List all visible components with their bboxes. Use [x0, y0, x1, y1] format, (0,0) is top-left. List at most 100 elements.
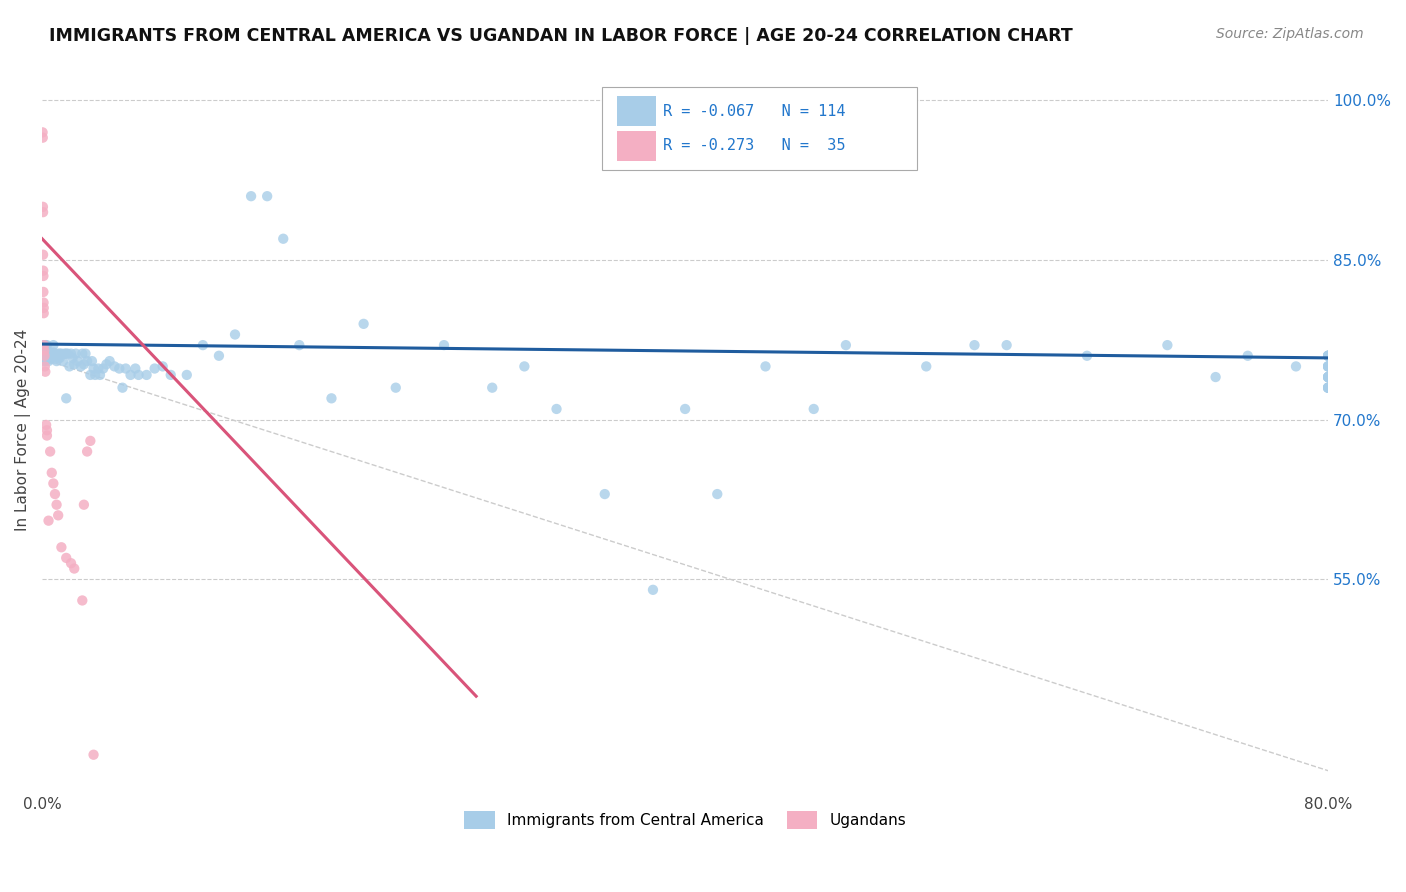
Point [1236, 349, 1258, 363]
Point [56, 346, 79, 360]
Point [34, 346, 56, 360]
Point [1285, 359, 1308, 374]
Point [34, 338, 56, 352]
Point [42, 338, 65, 352]
Point [32, 306, 55, 320]
Point [1317, 370, 1340, 384]
Point [75, 346, 97, 360]
Point [159, 368, 181, 382]
Point [1205, 370, 1227, 384]
Text: R = -0.067   N = 114: R = -0.067 N = 114 [664, 103, 846, 119]
Point [32, 285, 55, 299]
Point [641, 582, 664, 597]
Point [53, 346, 76, 360]
Point [46, 351, 69, 365]
Point [114, 361, 136, 376]
Point [1317, 381, 1340, 395]
Point [34, 365, 56, 379]
Point [152, 359, 174, 374]
Point [32, 205, 55, 219]
Point [62, 351, 84, 365]
Y-axis label: In Labor Force | Age 20-24: In Labor Force | Age 20-24 [15, 329, 31, 532]
Point [1317, 359, 1340, 374]
Point [433, 338, 456, 352]
Point [271, 232, 294, 246]
Point [321, 392, 343, 406]
Point [84, 368, 107, 382]
Point [31, 125, 53, 139]
Point [60, 346, 83, 360]
Point [44, 346, 66, 360]
Point [706, 487, 728, 501]
Point [96, 357, 118, 371]
Point [754, 359, 776, 374]
Point [128, 368, 150, 382]
Point [63, 561, 86, 575]
Point [32, 200, 55, 214]
Point [1076, 349, 1098, 363]
Point [39, 345, 62, 359]
Point [143, 361, 166, 376]
Point [32, 248, 55, 262]
Point [42, 345, 65, 359]
Point [108, 361, 131, 376]
Point [32, 338, 55, 352]
Point [32, 343, 55, 358]
Point [1317, 381, 1340, 395]
Point [1317, 381, 1340, 395]
Point [673, 401, 696, 416]
Point [44, 487, 66, 501]
Point [1317, 359, 1340, 374]
Legend: Immigrants from Central America, Ugandans: Immigrants from Central America, Ugandan… [458, 805, 912, 835]
Point [1317, 349, 1340, 363]
Point [73, 498, 96, 512]
Point [31, 130, 53, 145]
Point [32, 268, 55, 283]
Point [135, 368, 157, 382]
Point [513, 359, 536, 374]
Point [69, 359, 91, 374]
Point [66, 354, 89, 368]
Bar [617, 96, 655, 127]
Point [73, 357, 96, 371]
Point [45, 354, 67, 368]
Point [1317, 370, 1340, 384]
Point [120, 368, 142, 382]
Point [45, 349, 67, 363]
Point [103, 359, 125, 374]
Point [256, 189, 278, 203]
Point [55, 392, 77, 406]
Point [55, 550, 77, 565]
Point [79, 368, 101, 382]
Point [1317, 349, 1340, 363]
Point [546, 401, 568, 416]
Point [1317, 370, 1340, 384]
Point [32, 295, 55, 310]
Point [63, 357, 86, 371]
Bar [617, 131, 655, 161]
Point [45, 498, 67, 512]
Text: R = -0.273   N =  35: R = -0.273 N = 35 [664, 138, 846, 153]
Point [35, 343, 58, 358]
Point [481, 381, 503, 395]
Point [41, 351, 63, 365]
Point [35, 417, 58, 432]
Point [1317, 349, 1340, 363]
Point [1317, 349, 1340, 363]
Point [963, 338, 986, 352]
Point [1317, 381, 1340, 395]
Point [1317, 381, 1340, 395]
Point [32, 301, 55, 315]
Point [39, 351, 62, 366]
Point [34, 351, 56, 366]
Point [41, 346, 63, 360]
Point [240, 189, 263, 203]
Point [35, 428, 58, 442]
Point [34, 354, 56, 368]
Point [39, 444, 62, 458]
Point [51, 346, 73, 360]
Point [58, 359, 80, 374]
Point [35, 351, 58, 365]
Point [35, 423, 58, 437]
Point [76, 444, 98, 458]
